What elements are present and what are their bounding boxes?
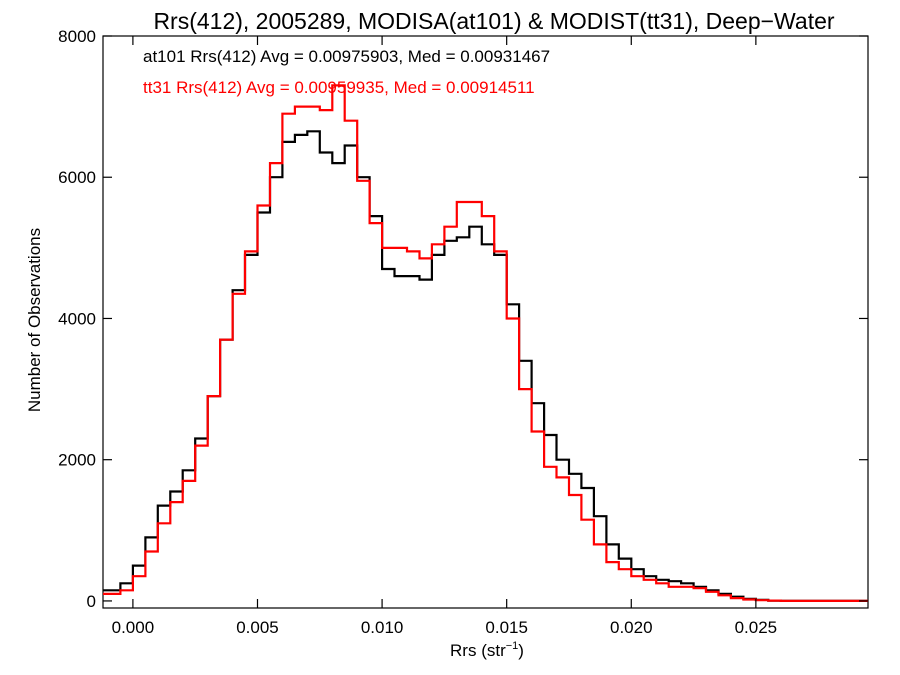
series-layer bbox=[103, 84, 868, 602]
x-axis-label: Rrs (str−1) bbox=[450, 640, 524, 660]
x-tick-label: 0.005 bbox=[236, 618, 279, 637]
chart-title: Rrs(412), 2005289, MODISA(at101) & MODIS… bbox=[153, 8, 834, 34]
y-tick-label: 6000 bbox=[58, 168, 96, 187]
plot-area-frame bbox=[102, 35, 869, 609]
x-tick-label: 0.015 bbox=[485, 618, 528, 637]
x-tick-label: 0.020 bbox=[610, 618, 653, 637]
annotation-at101: at101 Rrs(412) Avg = 0.00975903, Med = 0… bbox=[143, 47, 550, 66]
x-tick-label: 0.025 bbox=[735, 618, 778, 637]
y-axis-label: Number of Observations bbox=[25, 228, 44, 412]
x-axis-label-text: Rrs (str bbox=[450, 641, 506, 660]
y-tick-label: 8000 bbox=[58, 27, 96, 46]
y-tick-label: 4000 bbox=[58, 309, 96, 328]
x-tick-label: 0.000 bbox=[112, 618, 155, 637]
x-axis-label-superscript: −1 bbox=[506, 640, 519, 652]
annotation-tt31: tt31 Rrs(412) Avg = 0.00959935, Med = 0.… bbox=[143, 78, 535, 97]
x-axis-label-close: ) bbox=[518, 641, 524, 660]
x-tick-label: 0.010 bbox=[361, 618, 404, 637]
axes-layer: 0.000 0.005 0.010 0.015 0.020 0.025 0 2000 4000 6… bbox=[58, 27, 868, 637]
y-tick-label: 2000 bbox=[58, 451, 96, 470]
y-tick-label: 0 bbox=[87, 592, 96, 611]
series-line-1 bbox=[103, 84, 868, 602]
